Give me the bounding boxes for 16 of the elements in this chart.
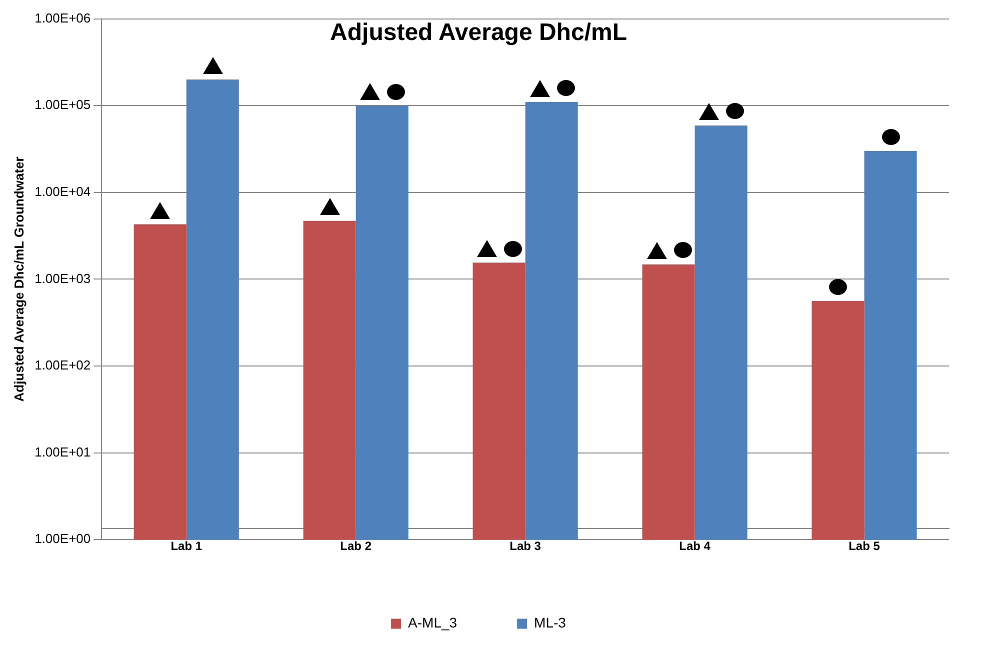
y-axis-title: Adjusted Average Dhc/mL Groundwater <box>11 156 26 402</box>
legend-label: A-ML_3 <box>408 614 458 631</box>
y-tick-label: 1.00E+06 <box>34 10 91 26</box>
legend-label: ML-3 <box>534 614 566 631</box>
x-tick-label: Lab 3 <box>510 538 542 553</box>
x-tick-label: Lab 1 <box>170 538 202 553</box>
x-tick-label: Lab 4 <box>679 538 711 553</box>
y-tick-label: 1.00E+02 <box>34 358 91 373</box>
y-tick-label: 1.00E+03 <box>34 270 91 286</box>
y-tick-label: 1.00E+00 <box>34 531 91 546</box>
x-tick-label: Lab 2 <box>340 538 372 553</box>
y-tick-label: 1.00E+05 <box>34 97 91 112</box>
x-tick-label: Lab 5 <box>848 538 880 553</box>
chart-title: Adjusted Average Dhc/mL <box>330 18 627 46</box>
y-tick-label: 1.00E+01 <box>34 444 91 460</box>
y-tick-label: 1.00E+04 <box>34 184 91 199</box>
